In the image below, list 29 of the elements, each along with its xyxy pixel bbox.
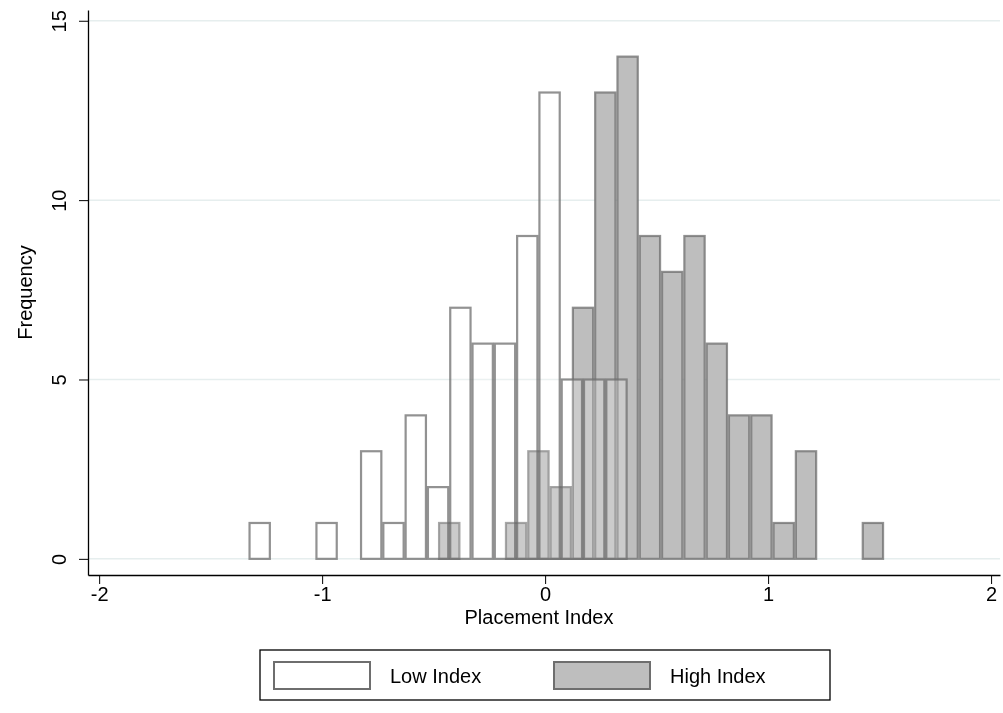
bar [449,306,472,560]
bar [516,234,539,560]
x-tick-label: 2 [986,583,998,606]
y-tick-label: 5 [48,374,70,386]
bar [493,342,517,560]
bar [582,378,606,560]
x-tick-label: 0 [540,583,552,606]
bar [437,521,461,560]
bar [248,521,271,560]
bar [382,521,405,560]
bar [538,91,561,560]
x-axis-title: Placement Index [464,606,614,628]
bar [359,450,383,560]
legend-label: High Index [670,665,766,687]
x-tick-label: -1 [313,583,332,606]
bar [861,521,885,560]
y-tick-label: 0 [48,553,70,565]
y-tick-label: 15 [48,10,70,33]
bar [471,342,494,560]
bar [315,521,338,560]
x-tick-label: 1 [763,583,775,606]
y-tick-label: 10 [48,189,70,212]
y-axis-title: Frequency [14,245,36,340]
bar [605,378,628,560]
legend-label: Low Index [390,665,482,687]
bar [426,486,450,560]
bar [560,378,584,560]
bar [404,414,428,560]
x-tick-label: -2 [90,583,109,606]
